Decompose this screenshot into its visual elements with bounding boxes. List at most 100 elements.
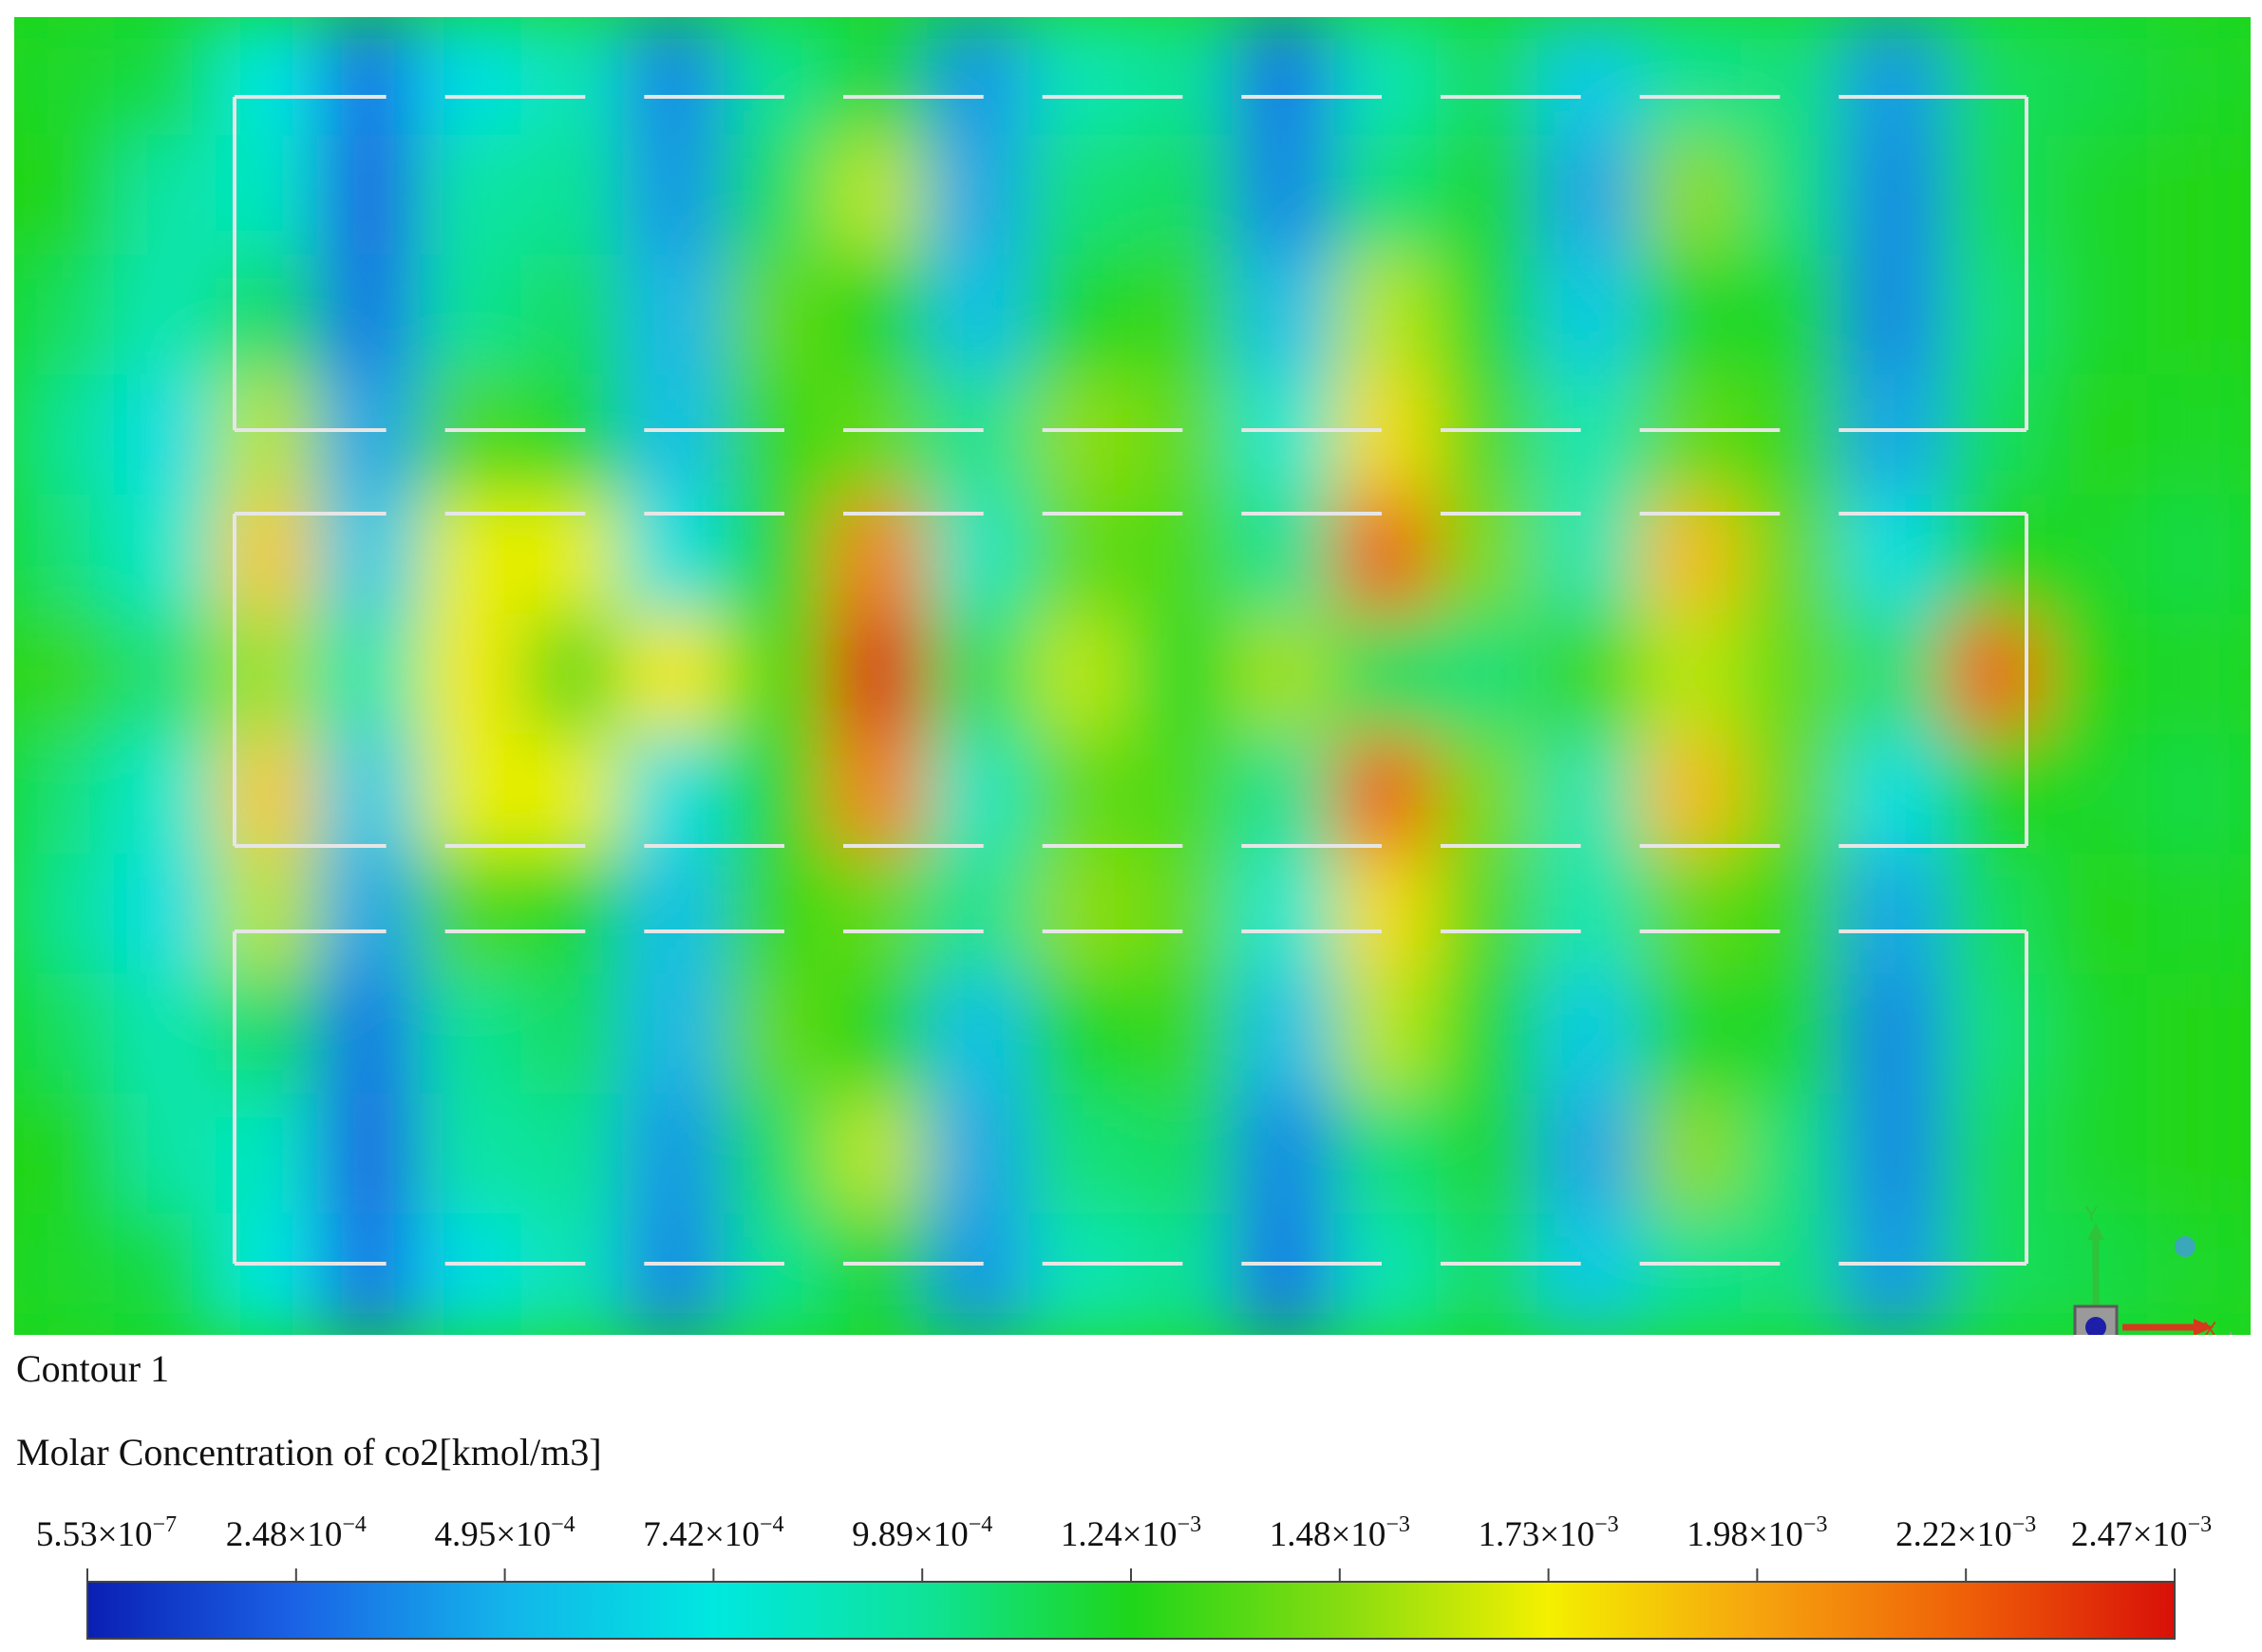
field-cell (1333, 254, 1440, 379)
colorbar-tick-label: 5.53×10−7 (35, 1512, 178, 1555)
field-cell (927, 613, 1033, 739)
field-cell (927, 973, 1033, 1098)
field-cell (419, 1093, 525, 1217)
field-cell (825, 854, 932, 978)
field-cell (927, 1212, 1033, 1335)
field-cell (114, 1212, 219, 1335)
tick-mantissa: 5.53×10 (35, 1515, 153, 1554)
field-cell (1536, 854, 1643, 978)
field-cell (419, 613, 525, 739)
field-cell (2147, 254, 2251, 379)
field-cell (1435, 613, 1541, 739)
field-cell (622, 1212, 728, 1335)
field-cell (1435, 374, 1541, 498)
field-cell (114, 973, 219, 1098)
field-cell (927, 734, 1033, 858)
field-cell (2045, 613, 2151, 739)
view-sphere-icon[interactable] (2175, 1236, 2196, 1257)
field-cell (317, 854, 424, 978)
field-cell (1841, 973, 1948, 1098)
field-cell (1740, 374, 1846, 498)
field-cell (317, 254, 424, 379)
field-cell (724, 1212, 830, 1335)
field-cell (14, 1212, 118, 1335)
field-cell (419, 17, 525, 140)
field-cell (520, 613, 627, 739)
field-cell (1740, 1093, 1846, 1217)
field-cell (724, 254, 830, 379)
field-cell (1638, 254, 1744, 379)
field-cell (1130, 17, 1236, 140)
view-cube-center-icon (2085, 1317, 2106, 1335)
field-cell (1740, 734, 1846, 858)
field-cell (216, 135, 322, 259)
field-cell (1130, 254, 1236, 379)
contour-title: Contour 1 (16, 1347, 170, 1390)
contour-field (14, 17, 2251, 1335)
field-cell (1638, 854, 1744, 978)
field-cell (825, 734, 932, 858)
field-cell (622, 973, 728, 1098)
field-cell (1028, 973, 1135, 1098)
field-cell (1740, 1212, 1846, 1335)
field-cell (1536, 1093, 1643, 1217)
field-cell (1740, 973, 1846, 1098)
field-cell (927, 1093, 1033, 1217)
axis-triad[interactable]: Y X (2056, 1194, 2251, 1335)
field-cell (317, 1093, 424, 1217)
tick-exponent: −3 (1385, 1512, 1410, 1537)
field-cell (825, 1212, 932, 1335)
field-cell (2147, 854, 2251, 978)
field-cell (622, 613, 728, 739)
field-cell (1435, 734, 1541, 858)
field-cell (1740, 613, 1846, 739)
field-cell (216, 17, 322, 140)
field-cell (216, 734, 322, 858)
field-cell (1435, 1093, 1541, 1217)
field-cell (825, 1093, 932, 1217)
field-cell (1130, 613, 1236, 739)
field-cell (1232, 973, 1338, 1098)
field-cell (1130, 374, 1236, 498)
field-cell (2045, 973, 2151, 1098)
field-cell (419, 374, 525, 498)
field-cell (1536, 1212, 1643, 1335)
tick-mantissa: 7.42×10 (643, 1515, 760, 1554)
field-cell (1232, 1093, 1338, 1217)
field-cell (520, 135, 627, 259)
field-cell (1536, 135, 1643, 259)
field-cell (2045, 135, 2151, 259)
tick-mantissa: 1.48×10 (1269, 1515, 1386, 1554)
colorbar-tick-label: 9.89×10−4 (852, 1513, 992, 1555)
tick-exponent: −3 (2011, 1512, 2037, 1537)
colorbar-tick-label: 4.95×10−4 (435, 1513, 575, 1555)
field-cell (1130, 854, 1236, 978)
colorbar-tick-label: 7.42×10−4 (643, 1513, 783, 1555)
field-cell (2147, 734, 2251, 858)
field-cell (825, 613, 932, 739)
field-cell (724, 374, 830, 498)
field-cell (114, 613, 219, 739)
field-cell (1841, 1212, 1948, 1335)
field-cell (927, 135, 1033, 259)
colorbar-tick-label: 1.73×10−3 (1479, 1513, 1619, 1555)
field-cell (216, 254, 322, 379)
field-cell (1536, 374, 1643, 498)
field-cell (419, 973, 525, 1098)
field-cell (1536, 734, 1643, 858)
field-cell (1638, 1212, 1744, 1335)
field-cell (2147, 613, 2251, 739)
field-cell (622, 734, 728, 858)
field-cell (114, 854, 219, 978)
field-cell (1333, 973, 1440, 1098)
field-cell (1536, 17, 1643, 140)
field-cell (927, 374, 1033, 498)
tick-exponent: −7 (152, 1512, 178, 1537)
field-cell (1232, 374, 1338, 498)
field-cell (825, 17, 932, 140)
field-cell (216, 1212, 322, 1335)
field-cell (1232, 254, 1338, 379)
field-cell (114, 1093, 219, 1217)
field-cell (1638, 734, 1744, 858)
y-axis-label: Y (2084, 1202, 2099, 1226)
